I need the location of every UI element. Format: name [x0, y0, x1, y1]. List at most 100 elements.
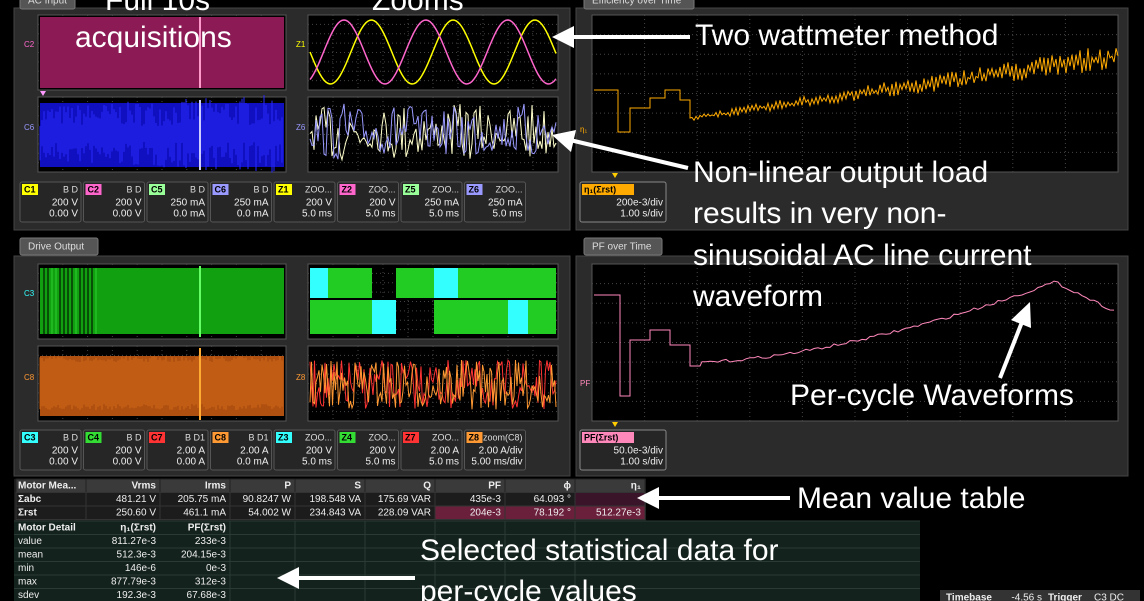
descriptor-id-bg — [403, 432, 419, 443]
annotation: waveform — [692, 280, 823, 313]
table-cell-text: 204e-3 — [470, 508, 502, 519]
descriptor-id-bg — [85, 432, 102, 443]
status-text: Trigger — [1048, 593, 1082, 601]
descriptor-flags: B D — [190, 184, 206, 194]
descriptor-id-bg — [339, 432, 356, 443]
tab-label: PF over Time — [592, 242, 652, 253]
descriptor-id-bg — [582, 432, 634, 443]
descriptor-id-bg — [212, 432, 229, 443]
descriptor-offset: 0.00 V — [49, 209, 78, 220]
table-cell-text: 233e-3 — [195, 536, 227, 547]
descriptor-id: C4 — [88, 432, 100, 442]
trace-label: PF — [580, 379, 590, 388]
descriptor-id: C5 — [151, 184, 163, 194]
table-cell-text: min — [18, 563, 34, 574]
descriptor-offset: 0.00 V — [113, 209, 142, 220]
tab — [19, 0, 76, 10]
table-header: P — [284, 481, 291, 492]
table-cell-text: Σabc — [18, 494, 42, 505]
descriptor-flags: zoom(C8) — [483, 432, 523, 442]
waveforms — [39, 17, 1119, 427]
trace-block — [40, 268, 284, 334]
descriptor-offset: 5.0 ms — [365, 457, 395, 468]
trace-block — [310, 268, 328, 298]
annotation: Selected statistical data for — [420, 534, 779, 567]
table-cell-text: sdev — [18, 590, 39, 601]
trace-block — [528, 300, 556, 334]
descriptor-id: C1 — [24, 184, 36, 194]
trace-block — [396, 268, 434, 298]
descriptor-offset: 5.0 ms — [492, 209, 522, 220]
status-text: Timebase — [946, 593, 992, 601]
table-cell-text: 205.75 mA — [178, 494, 227, 505]
table-cell-text: mean — [18, 550, 43, 561]
annotation: acquisitions — [75, 21, 232, 54]
descriptor-id-bg — [466, 184, 483, 195]
tab — [583, 237, 663, 256]
table-cell-text: 512.27e-3 — [596, 508, 641, 519]
descriptor-flags: B D1 — [248, 432, 268, 442]
descriptor-flags: ZOO... — [369, 432, 396, 442]
descriptor-flags: B D — [63, 184, 79, 194]
descriptor-id: C3 — [24, 432, 36, 442]
table-cell-text: value — [18, 536, 42, 547]
trace-label: C3 — [24, 289, 35, 298]
table-header: Motor Mea... — [18, 481, 77, 492]
trigger-marker — [612, 173, 618, 178]
trace-label: C8 — [24, 373, 35, 382]
tab-label: Efficiency over Time — [592, 0, 682, 7]
table-cell-text: Σrst — [18, 508, 37, 519]
descriptor-scale: 2.00 A — [240, 446, 269, 457]
descriptor-id: Z1 — [278, 184, 289, 194]
descriptor-offset: 5.0 ms — [302, 457, 332, 468]
descriptor-id: Z7 — [405, 432, 416, 442]
descriptor-offset: 5.0 ms — [365, 209, 395, 220]
tab-label: Drive Output — [28, 242, 84, 253]
descriptor-scale: 50.0e-3/div — [614, 446, 663, 457]
table-cell-text: 312e-3 — [195, 577, 227, 588]
status-text: C3 DC — [1094, 593, 1124, 601]
descriptor-scale: 200e-3/div — [616, 198, 663, 209]
trace-label: C2 — [24, 40, 35, 49]
trace-block — [434, 268, 458, 298]
descriptor-offset: 5.0 ms — [429, 209, 459, 220]
table-header: η₁(Σrst) — [120, 523, 156, 534]
descriptor-flags: ZOO... — [432, 432, 459, 442]
descriptor-scale: 250 mA — [171, 198, 206, 209]
descriptor-flags: B D — [63, 432, 79, 442]
table-cell-text: 512.3e-3 — [117, 550, 157, 561]
descriptor-offset: 0.00 A — [177, 457, 206, 468]
table-cell — [574, 505, 646, 520]
descriptor-id: Z4 — [342, 432, 353, 442]
descriptor-id-bg — [22, 184, 38, 195]
trace-block — [508, 300, 528, 334]
descriptor-id: Z3 — [278, 432, 289, 442]
table-cell-text: 192.3e-3 — [117, 590, 157, 601]
table-cell-text: 198.548 VA — [309, 494, 361, 505]
descriptor-id-bg — [339, 184, 356, 195]
trace-block — [458, 268, 556, 298]
trace — [309, 359, 557, 410]
descriptor-id: C6 — [215, 184, 227, 194]
table-cell-text: 461.1 mA — [183, 508, 226, 519]
descriptor-scale: 200 V — [306, 198, 332, 209]
trace-label: Z8 — [296, 373, 306, 382]
trigger-marker — [612, 422, 618, 427]
annotation: Two wattmeter method — [695, 19, 998, 52]
descriptor-offset: 5.00 ms/div — [471, 457, 522, 468]
trace — [594, 280, 1115, 397]
descriptor-flags: B D — [253, 184, 269, 194]
table-header: Q — [423, 481, 431, 492]
descriptor-flags: ZOO... — [496, 184, 523, 194]
table-cell-text: 250.60 V — [116, 508, 156, 519]
table-header: Motor Detail — [18, 523, 76, 534]
descriptor-offset: 0.00 V — [113, 457, 142, 468]
descriptor-flags: B D1 — [185, 432, 205, 442]
table-cell-text: 877.79e-3 — [111, 577, 156, 588]
tab — [19, 237, 99, 256]
descriptor-id-bg — [403, 184, 419, 195]
table-cell-text: 435e-3 — [470, 494, 502, 505]
descriptor-id-bg — [85, 184, 102, 195]
table-cell-text: 146e-6 — [125, 563, 157, 574]
